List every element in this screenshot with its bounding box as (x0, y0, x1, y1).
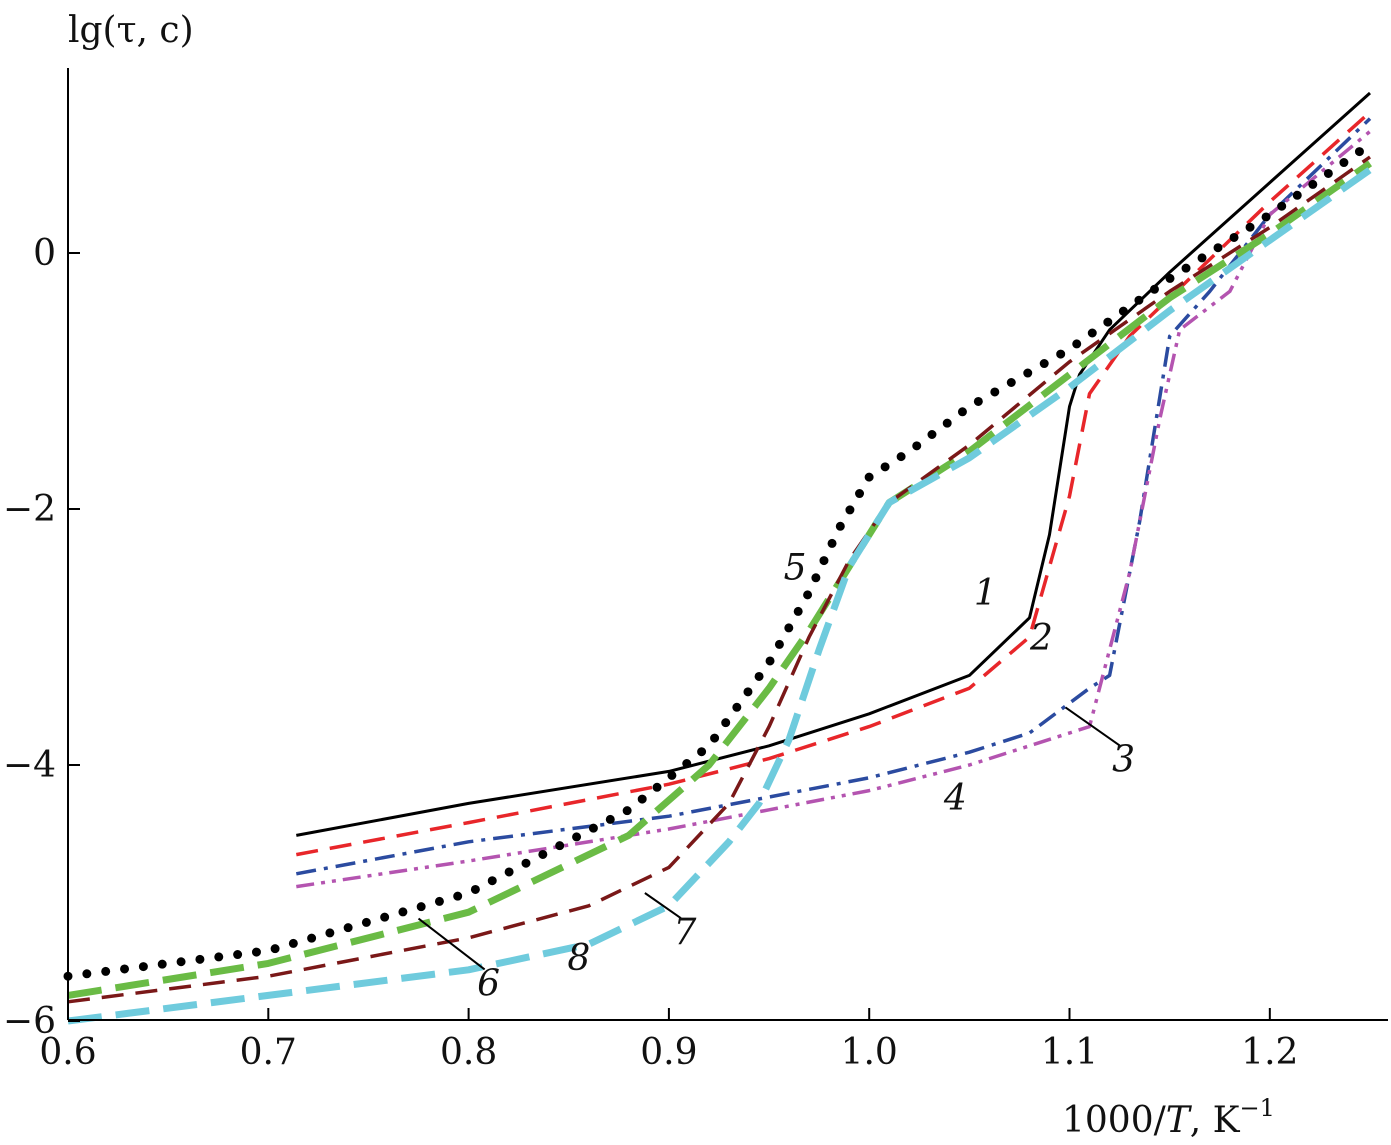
x-tick-label: 0.7 (240, 1032, 297, 1073)
curve-label-7: 7 (673, 912, 696, 953)
y-tick-label: −4 (3, 745, 56, 786)
ticks: 0.6 0.7 0.8 0.9 1.0 1.1 1.2 −6 −4 −2 0 (3, 233, 1299, 1073)
axes (67, 68, 1388, 1021)
y-axis-label: lg(τ, c) (68, 10, 194, 51)
x-tick-label: 1.1 (1041, 1032, 1098, 1073)
y-tick-label: −2 (3, 489, 56, 530)
curves (63, 91, 1375, 1025)
x-axis-label-var: T (1166, 1100, 1193, 1141)
x-axis-label-main: 1000/ (1062, 1100, 1167, 1141)
y-tick-label: 0 (33, 233, 56, 274)
series-line-7 (67, 155, 1372, 1004)
curve-label-2: 2 (1029, 618, 1053, 659)
y-tick-label: −6 (3, 1001, 56, 1042)
curve-label-6: 6 (477, 963, 500, 1004)
series-line-3 (295, 117, 1372, 876)
series-line-6 (67, 160, 1373, 999)
curve-label-3: 3 (1112, 739, 1135, 780)
x-tick-label: 1.0 (841, 1032, 898, 1073)
curve-label-4: 4 (943, 778, 967, 819)
series-line-8 (67, 166, 1373, 1025)
x-tick-label: 0.8 (440, 1032, 497, 1073)
x-axis-label-unit: , K (1190, 1100, 1241, 1141)
x-axis-label: 1000/T, K−1 (1062, 1094, 1275, 1141)
curve-labels: 12 3 4 5 6 7 8 (417, 547, 1135, 1004)
leader-line-6 (417, 917, 486, 971)
leader-line-7 (644, 892, 682, 920)
series-line-5 (63, 139, 1375, 981)
x-axis-label-sup: −1 (1240, 1094, 1275, 1122)
curve-label-8: 8 (567, 938, 590, 979)
leader-line-3 (1064, 706, 1121, 747)
series-line-1 (296, 91, 1371, 837)
series-line-2 (295, 110, 1372, 857)
x-tick-label: 0.6 (39, 1032, 96, 1073)
curve-label-1: 1 (974, 573, 997, 614)
series-line-4 (296, 130, 1372, 889)
curve-label-5: 5 (784, 547, 807, 588)
x-tick-label: 0.9 (640, 1032, 697, 1073)
x-tick-label: 1.2 (1241, 1032, 1298, 1073)
